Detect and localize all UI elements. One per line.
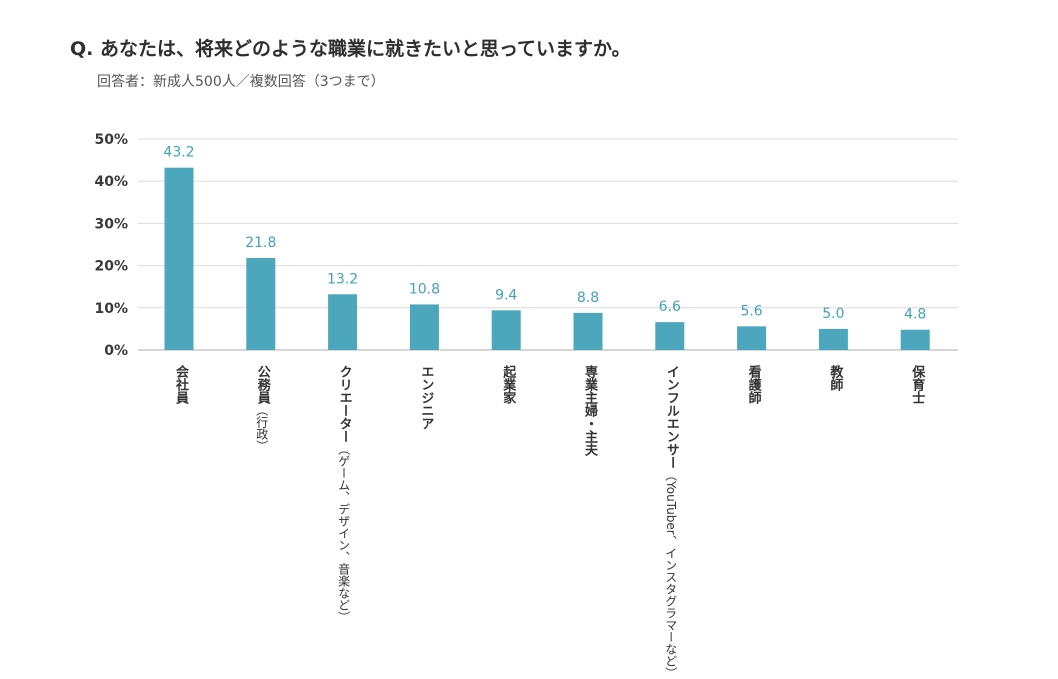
data-label: 8.8 — [577, 290, 599, 306]
bar — [409, 304, 439, 350]
data-label: 5.6 — [740, 303, 762, 319]
bar — [328, 294, 358, 350]
x-tick-sub: （行政） — [254, 404, 269, 452]
y-axis-ticks: 0% 10% 20% 30% 40% 50% — [94, 132, 128, 359]
bar — [491, 310, 521, 350]
x-tick-main: 会社員 — [173, 365, 188, 404]
data-label: 6.6 — [659, 299, 681, 315]
data-label: 4.8 — [904, 307, 926, 323]
y-tick-label: 50% — [94, 132, 128, 148]
bar — [655, 322, 685, 350]
x-tick-label: 会社員 — [169, 365, 189, 404]
y-tick-label: 0% — [104, 343, 128, 359]
x-tick-main: 看護師 — [745, 365, 761, 404]
data-label: 13.2 — [327, 271, 358, 287]
x-tick-label: 起業家 — [496, 365, 516, 404]
x-tick-main: 公務員 — [254, 365, 270, 404]
x-tick-label: エンジニア — [414, 365, 434, 430]
bar — [737, 326, 767, 350]
y-tick-label: 40% — [94, 174, 128, 190]
x-tick-label: 公務員（行政） — [251, 365, 271, 452]
bar — [818, 328, 848, 350]
data-label: 5.0 — [822, 306, 844, 322]
bar — [573, 312, 603, 350]
chart-title: Q. あなたは、将来どのような職業に就きたいと思っていますか。 — [70, 38, 631, 60]
bar-chart: 0% 10% 20% 30% 40% 50% 43.2 21.8 13.2 10.8 9.4 8.8… — [94, 132, 958, 359]
data-label: 10.8 — [409, 281, 440, 297]
data-labels: 43.2 21.8 13.2 10.8 9.4 8.8 6.6 5.6 5.0 4.8 — [163, 145, 926, 323]
data-label: 43.2 — [163, 145, 194, 161]
x-tick-sub: （YouTuber、インスタグラマーなど） — [663, 469, 678, 679]
x-tick-main: 起業家 — [500, 365, 516, 404]
x-tick-label: クリエーター（ゲーム、デザイン、音楽など） — [333, 365, 353, 623]
bar — [164, 167, 194, 350]
x-tick-main: 保育士 — [909, 365, 925, 404]
x-tick-main: インフルエンサー — [663, 365, 679, 469]
x-tick-main: クリエーター — [336, 365, 352, 443]
y-tick-label: 10% — [94, 301, 128, 317]
y-tick-label: 20% — [94, 259, 128, 275]
bars — [164, 167, 930, 350]
chart-subtitle: 回答者：新成人500人／複数回答（3つまで） — [97, 74, 385, 90]
bar — [900, 329, 930, 350]
x-tick-main: 教師 — [827, 365, 843, 391]
x-tick-main: エンジニア — [418, 365, 434, 430]
x-tick-label: インフルエンサー（YouTuber、インスタグラマーなど） — [660, 365, 680, 679]
bar — [246, 258, 276, 350]
x-tick-main: 専業主婦・主夫 — [582, 365, 597, 456]
x-tick-label: 看護師 — [742, 365, 762, 404]
y-tick-label: 30% — [94, 216, 128, 232]
data-label: 9.4 — [495, 287, 517, 303]
x-tick-label: 保育士 — [905, 365, 925, 404]
x-tick-label: 教師 — [823, 365, 843, 391]
data-label: 21.8 — [245, 235, 276, 251]
x-tick-label: 専業主婦・主夫 — [578, 365, 598, 456]
x-tick-sub: （ゲーム、デザイン、音楽など） — [336, 443, 351, 623]
